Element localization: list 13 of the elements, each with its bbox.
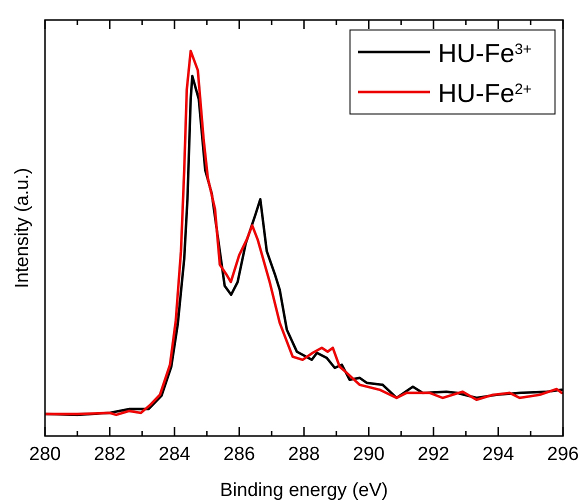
x-tick-label: 294 [482, 444, 515, 465]
legend-label: HU-Fe$^{2+}$ [438, 78, 532, 108]
x-tick-label: 280 [29, 444, 61, 465]
x-tick-label: 284 [158, 444, 191, 465]
x-axis-title: Binding energy (eV) [220, 480, 388, 501]
legend-label: HU-Fe$^{3+}$ [438, 38, 532, 68]
x-tick-label: 296 [547, 444, 579, 465]
x-tick-label: 290 [352, 444, 385, 465]
x-tick-label: 292 [418, 444, 450, 465]
x-tick-label: 282 [94, 444, 126, 465]
y-axis-title: Intensity (a.u.) [12, 168, 33, 288]
x-tick-label: 288 [288, 444, 320, 465]
x-tick-label: 286 [223, 444, 256, 465]
